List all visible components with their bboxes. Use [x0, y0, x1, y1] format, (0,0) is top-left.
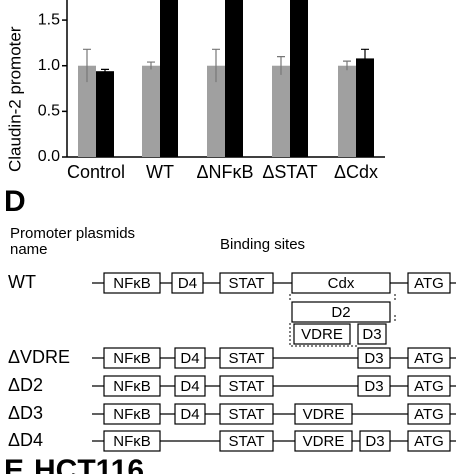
error-bar — [343, 60, 351, 71]
y-axis-label: Claudin-2 promoter — [5, 26, 24, 172]
site-label: D3 — [364, 350, 383, 367]
site-box — [219, 347, 274, 369]
site-box — [219, 403, 274, 425]
bar — [225, 0, 243, 157]
site-box — [357, 375, 391, 397]
site-box — [359, 430, 391, 452]
site-box — [357, 323, 387, 345]
x-tick-label: ΔSTAT — [262, 162, 317, 182]
site-box — [103, 347, 161, 369]
site-box — [103, 375, 161, 397]
error-bar — [212, 48, 220, 83]
site-box — [407, 347, 451, 369]
site-box — [291, 272, 391, 294]
site-label: STAT — [228, 433, 264, 450]
error-bar — [361, 48, 369, 68]
site-label: ATG — [414, 406, 444, 423]
row-name: WT — [8, 272, 36, 292]
x-tick-label: Control — [67, 162, 125, 182]
site-box — [294, 430, 353, 452]
site-label: D2 — [331, 304, 350, 321]
y-tick-label: 0.5 — [38, 103, 60, 120]
site-box — [407, 272, 451, 294]
site-label: ATG — [414, 275, 444, 292]
site-label: D3 — [364, 378, 383, 395]
bar — [160, 0, 178, 157]
site-box — [407, 430, 451, 452]
x-tick-label: ΔCdx — [334, 162, 378, 182]
site-box — [293, 323, 351, 345]
row-name: ΔD2 — [8, 375, 43, 395]
site-box — [103, 403, 161, 425]
site-label: NFκB — [113, 433, 151, 450]
site-label: D3 — [362, 326, 381, 343]
site-label: ATG — [414, 350, 444, 367]
site-box — [219, 272, 274, 294]
x-tick-label: WT — [146, 162, 174, 182]
site-label: VDRE — [303, 406, 345, 423]
bar — [142, 65, 160, 157]
site-label: D4 — [180, 378, 199, 395]
panel-letter: D — [4, 185, 26, 218]
site-label: ATG — [414, 433, 444, 450]
row-name: ΔD3 — [8, 403, 43, 423]
bracket — [289, 292, 396, 347]
site-box — [291, 301, 391, 323]
site-box — [219, 375, 274, 397]
site-box — [174, 375, 206, 397]
site-label: NFκB — [113, 378, 151, 395]
bar — [272, 65, 290, 157]
error-bar — [277, 55, 285, 75]
site-label: STAT — [228, 406, 264, 423]
site-label: NFκB — [113, 406, 151, 423]
bar — [78, 65, 96, 157]
site-box — [103, 272, 161, 294]
y-tick-label: 1.5 — [38, 11, 60, 28]
row-name: ΔVDRE — [8, 347, 70, 367]
y-tick-label: 0.0 — [38, 148, 60, 165]
bar — [96, 71, 114, 157]
site-label: NFκB — [113, 350, 151, 367]
site-box — [357, 347, 391, 369]
panel-letter: E — [4, 454, 24, 474]
panel-title: HCT116 — [34, 454, 144, 474]
header-line: Promoter plasmids — [10, 225, 135, 242]
site-label: VDRE — [303, 433, 345, 450]
site-box — [294, 403, 353, 425]
bar — [207, 65, 225, 157]
site-label: STAT — [228, 275, 264, 292]
site-label: D4 — [178, 275, 197, 292]
site-box — [171, 272, 204, 294]
bar — [290, 0, 308, 157]
site-label: Cdx — [328, 275, 355, 292]
error-bar — [147, 61, 155, 70]
bar — [356, 58, 374, 157]
error-bar — [101, 68, 109, 74]
site-label: NFκB — [113, 275, 151, 292]
site-label: D4 — [180, 406, 199, 423]
header-line: name — [10, 241, 48, 258]
site-box — [174, 347, 206, 369]
bars — [78, 0, 374, 157]
site-box — [103, 430, 161, 452]
site-label: D3 — [365, 433, 384, 450]
site-box — [407, 375, 451, 397]
y-tick-label: 1.0 — [38, 57, 60, 74]
site-box — [219, 430, 274, 452]
site-label: STAT — [228, 378, 264, 395]
bar — [338, 65, 356, 157]
site-box — [174, 403, 206, 425]
x-tick-label: ΔNFκB — [196, 162, 253, 182]
site-label: D4 — [180, 350, 199, 367]
error-bar — [83, 48, 91, 83]
binding-sites-label: Binding sites — [220, 236, 305, 253]
site-label: ATG — [414, 378, 444, 395]
site-box — [407, 403, 451, 425]
site-label: STAT — [228, 350, 264, 367]
site-label: VDRE — [301, 326, 343, 343]
row-name: ΔD4 — [8, 430, 43, 450]
